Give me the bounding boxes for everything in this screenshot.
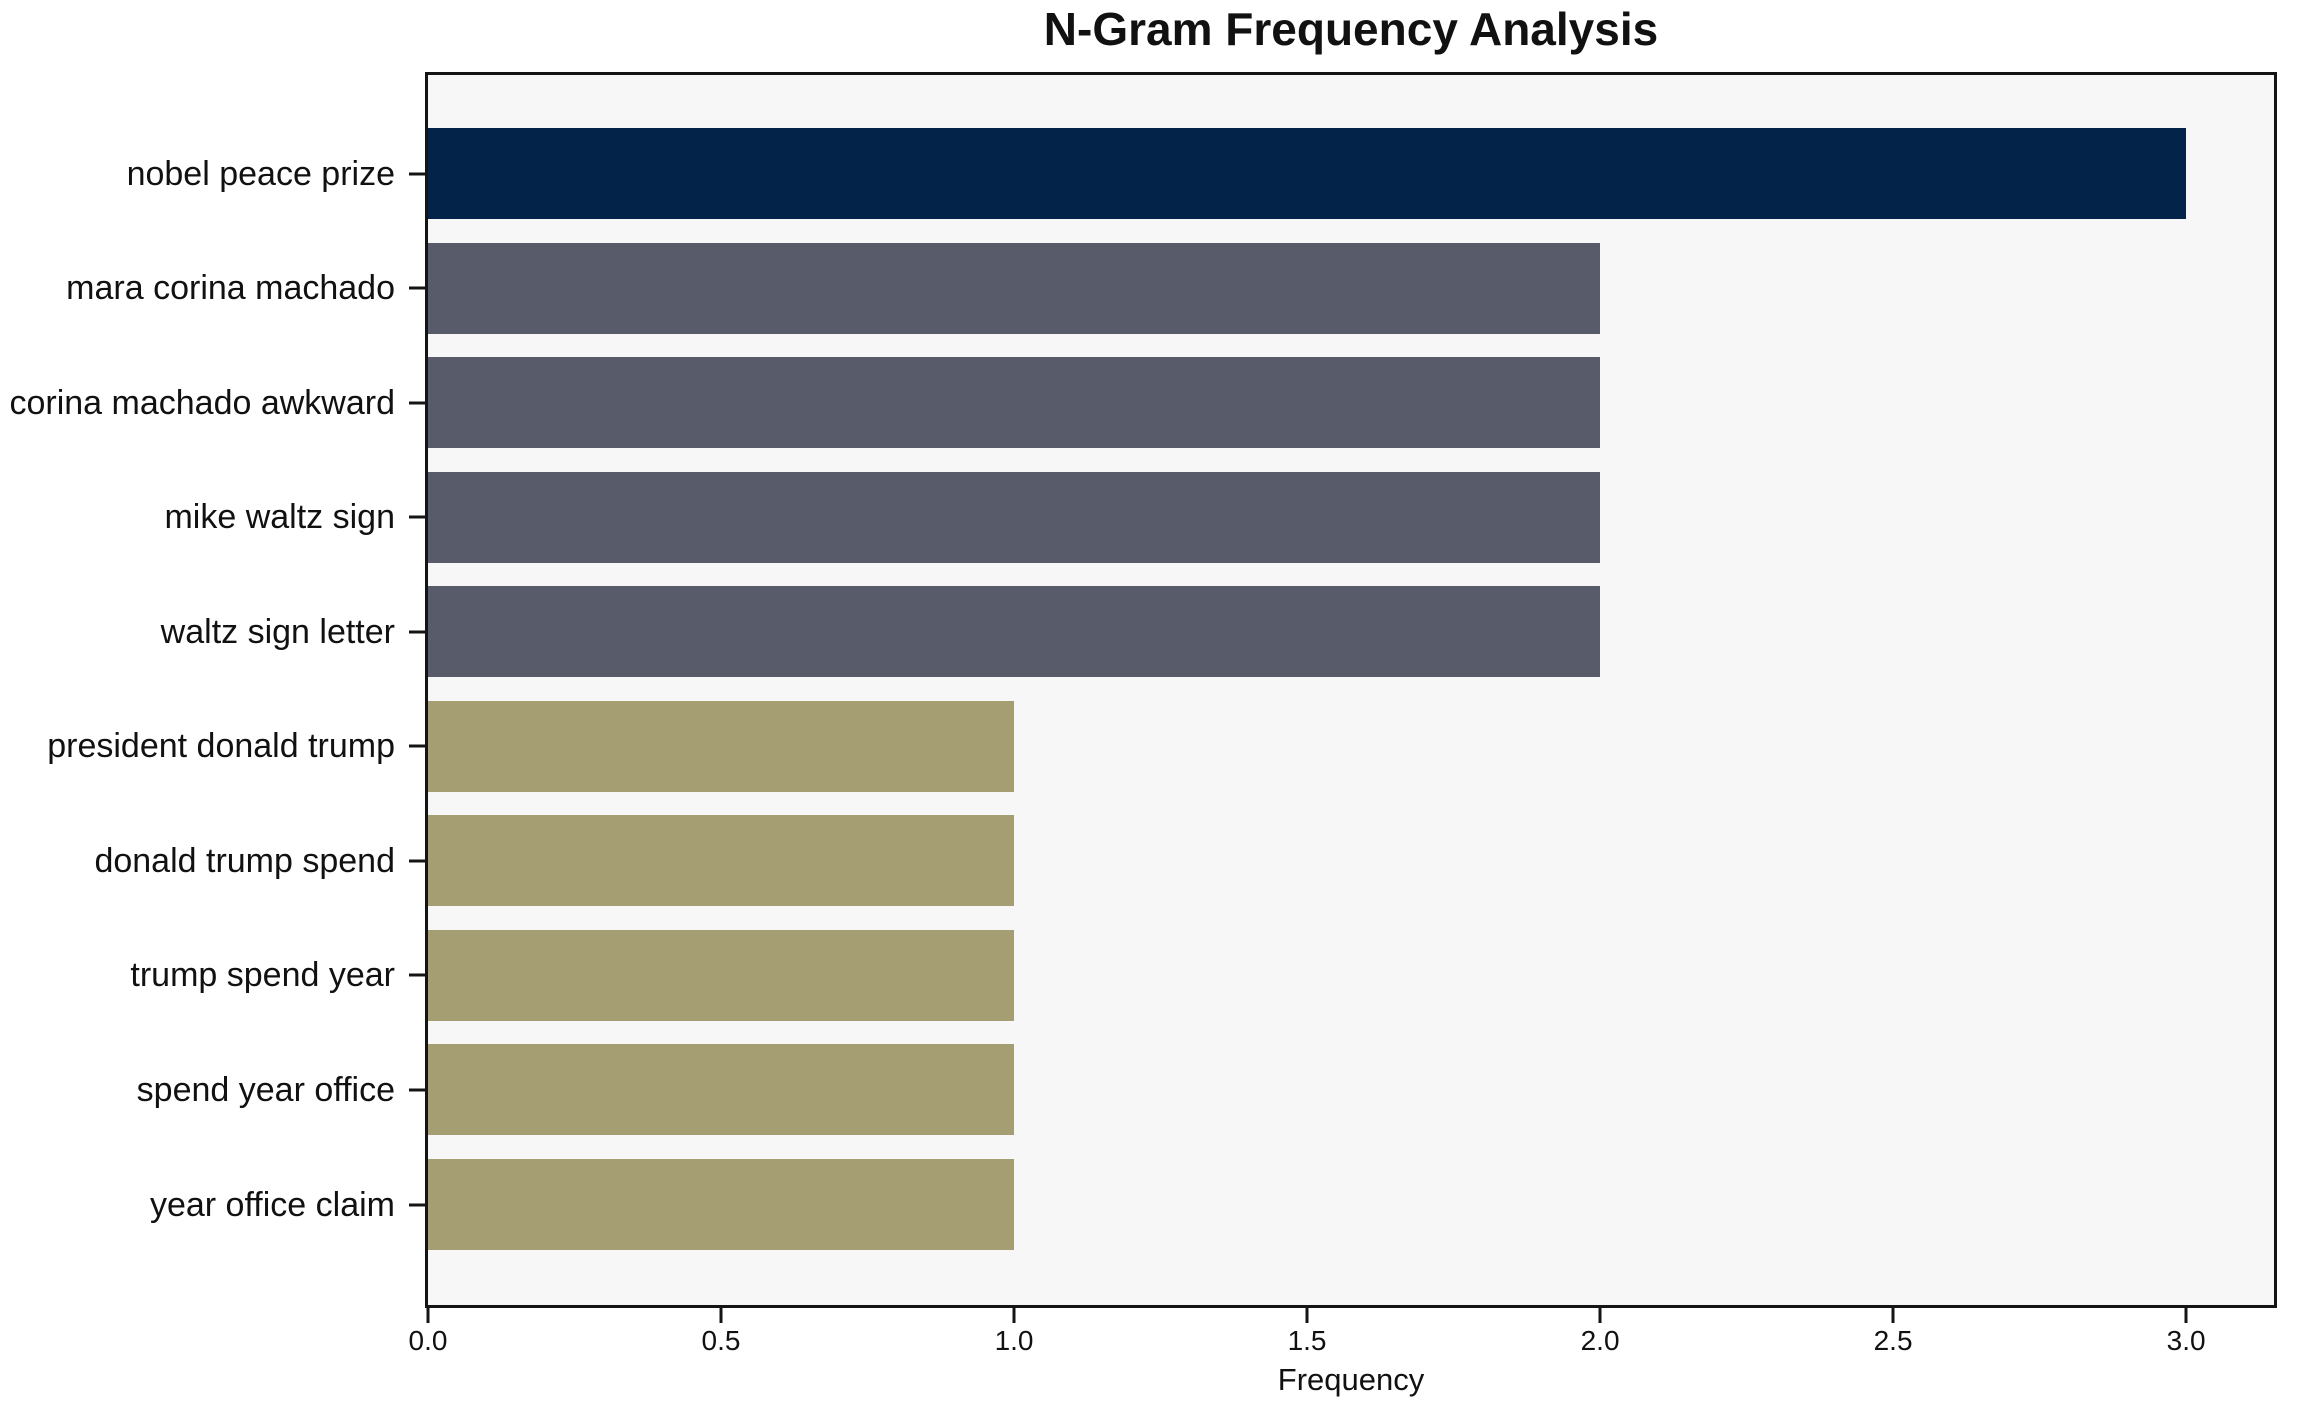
bar: [428, 357, 1601, 449]
y-axis: nobel peace prize mara corina machado cori…: [0, 72, 425, 1308]
bar: [428, 1044, 1015, 1136]
x-axis: 0.0 0.5 1.0 1.5 2.0 2.5 3.0: [409, 1308, 2274, 1414]
x-tick-label: 2.0: [1580, 1325, 1620, 1356]
chart-title: N-Gram Frequency Analysis: [1043, 3, 1659, 55]
x-tick-mark: [1891, 1308, 1895, 1323]
bar: [428, 700, 1015, 792]
y-axis-label: nobel peace prize: [126, 154, 395, 193]
y-axis-label: corina machado awkward: [9, 383, 395, 422]
x-tick-mark: [2184, 1308, 2188, 1323]
bar: [428, 1159, 1015, 1250]
y-tick-mark: [409, 401, 425, 405]
x-tick-label: 1.5: [1287, 1325, 1327, 1356]
bar: [428, 586, 1601, 678]
x-tick-mark: [426, 1308, 430, 1323]
y-axis-label: mike waltz sign: [164, 498, 395, 537]
y-tick-mark: [409, 859, 425, 863]
bar: [428, 471, 1601, 563]
bar: [428, 815, 1015, 907]
x-tick-label: 2.5: [1873, 1325, 1913, 1356]
y-axis-label: waltz sign letter: [160, 612, 395, 651]
y-tick-mark: [409, 744, 425, 748]
y-tick-mark: [409, 1203, 425, 1206]
x-tick-mark: [719, 1308, 723, 1323]
x-tick-label: 0.0: [408, 1325, 448, 1356]
x-tick-mark: [1598, 1308, 1602, 1323]
y-axis-label: donald trump spend: [94, 841, 395, 880]
x-tick-label: 3.0: [2166, 1325, 2206, 1356]
y-tick-mark: [409, 630, 425, 634]
x-tick-label: 1.0: [994, 1325, 1034, 1356]
x-tick-mark: [1305, 1308, 1309, 1323]
y-axis-label: year office claim: [149, 1185, 395, 1224]
y-tick-mark: [409, 515, 425, 519]
y-tick-mark: [409, 286, 425, 290]
x-axis-label: Frequency: [1277, 1362, 1425, 1397]
y-axis-label: spend year office: [136, 1070, 395, 1109]
x-tick-mark: [1012, 1308, 1016, 1323]
y-axis-label: trump spend year: [130, 956, 395, 995]
y-tick-mark: [409, 172, 425, 175]
y-axis-label: mara corina machado: [66, 269, 395, 308]
bar: [428, 242, 1601, 334]
y-tick-mark: [409, 1088, 425, 1092]
y-axis-label: president donald trump: [47, 727, 395, 766]
x-tick-label: 0.5: [701, 1325, 741, 1356]
bar: [428, 128, 2187, 219]
y-tick-mark: [409, 973, 425, 977]
plot-area: [425, 72, 2277, 1308]
bar: [428, 929, 1015, 1021]
